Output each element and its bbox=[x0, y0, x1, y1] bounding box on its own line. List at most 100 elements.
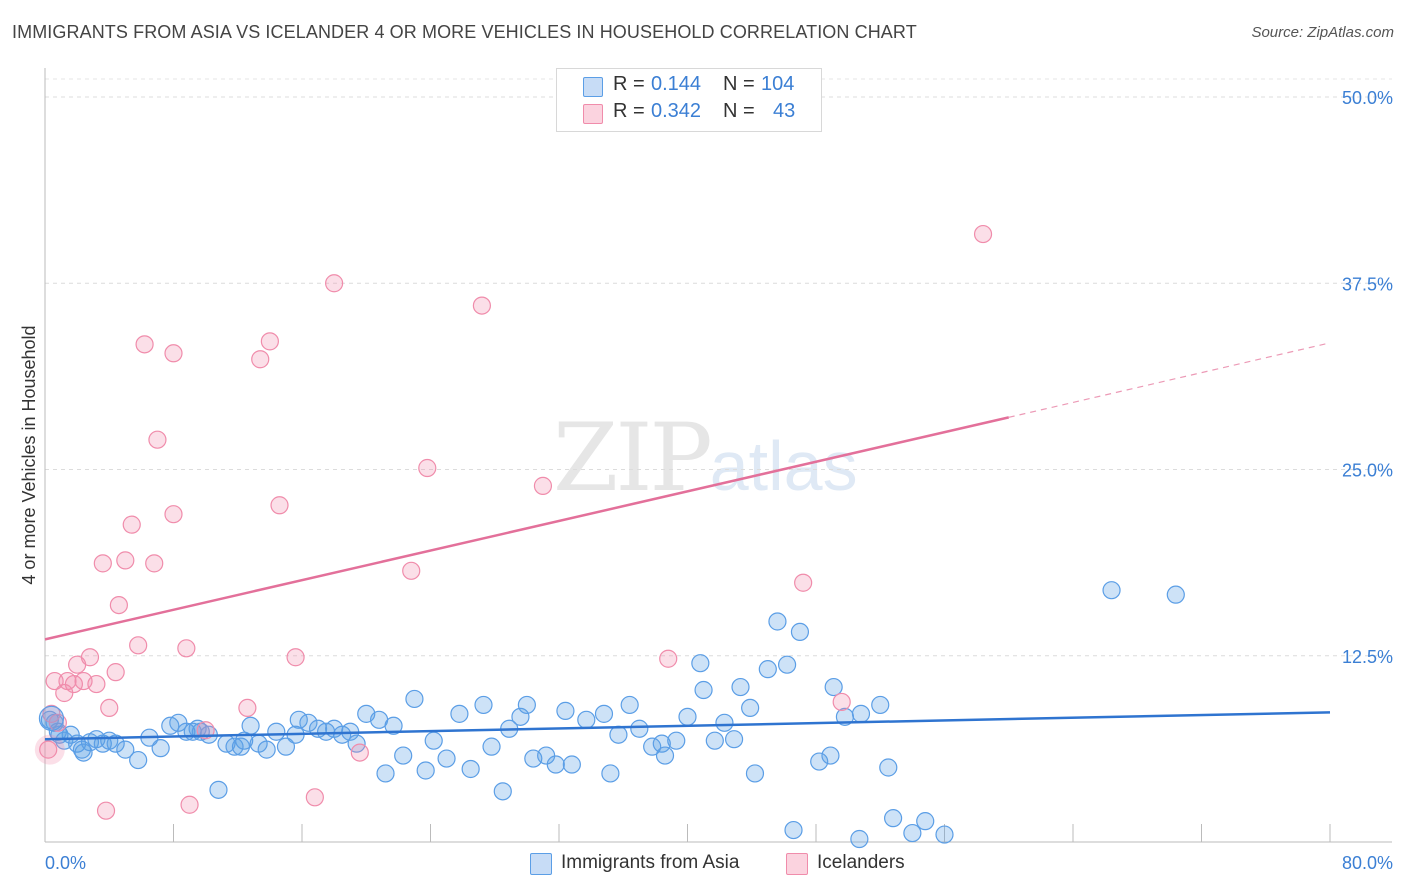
trend-line-icelanders bbox=[44, 416, 1010, 641]
point-icelanders bbox=[148, 430, 167, 449]
point-immigrants-from-asia bbox=[851, 704, 871, 723]
point-immigrants-from-asia bbox=[745, 764, 765, 783]
point-icelanders bbox=[164, 344, 183, 363]
watermark: ZIPatlas bbox=[553, 404, 858, 513]
point-icelanders bbox=[93, 554, 112, 573]
point-icelanders bbox=[135, 335, 154, 354]
legend-n-label: N = bbox=[723, 100, 755, 122]
x-tick-label-max: 80.0% bbox=[1342, 853, 1393, 873]
point-immigrants-from-asia bbox=[594, 704, 614, 723]
point-immigrants-from-asia bbox=[731, 677, 750, 697]
legend-n-value-icelanders: 43 bbox=[773, 100, 796, 122]
point-immigrants-from-asia bbox=[450, 704, 469, 723]
point-icelanders bbox=[286, 648, 305, 667]
point-immigrants-from-asia bbox=[724, 730, 744, 749]
point-icelanders bbox=[39, 740, 58, 759]
point-immigrants-from-asia bbox=[562, 755, 581, 774]
point-immigrants-from-asia bbox=[850, 829, 869, 849]
point-icelanders bbox=[402, 561, 421, 580]
point-icelanders bbox=[42, 704, 61, 723]
point-immigrants-from-asia bbox=[209, 780, 228, 799]
point-immigrants-from-asia bbox=[437, 749, 456, 768]
point-immigrants-from-asia bbox=[376, 764, 395, 783]
point-immigrants-from-asia bbox=[241, 716, 260, 735]
point-immigrants-from-asia bbox=[655, 746, 675, 765]
point-immigrants-from-asia bbox=[129, 750, 148, 770]
point-icelanders bbox=[251, 350, 270, 369]
point-icelanders bbox=[260, 332, 279, 351]
point-icelanders bbox=[45, 671, 64, 691]
legend-r-label: R = bbox=[613, 73, 645, 95]
point-immigrants-from-asia bbox=[691, 654, 710, 673]
point-immigrants-from-asia bbox=[546, 755, 565, 774]
x-tick-label-min: 0.0% bbox=[45, 853, 86, 873]
point-immigrants-from-asia bbox=[715, 713, 734, 732]
point-immigrants-from-asia bbox=[1166, 585, 1185, 604]
point-immigrants-from-asia bbox=[517, 695, 536, 715]
point-icelanders bbox=[659, 649, 678, 668]
point-icelanders bbox=[418, 458, 437, 478]
point-icelanders bbox=[129, 636, 148, 655]
point-immigrants-from-asia bbox=[741, 698, 760, 718]
y-axis-title: 4 or more Vehicles in Household bbox=[19, 325, 39, 584]
point-icelanders bbox=[305, 788, 324, 807]
point-immigrants-from-asia bbox=[74, 743, 93, 762]
point-immigrants-from-asia bbox=[106, 734, 125, 753]
point-immigrants-from-asia bbox=[810, 752, 829, 771]
trend-lines bbox=[44, 342, 1331, 741]
point-icelanders bbox=[533, 476, 553, 495]
point-immigrants-from-asia bbox=[678, 707, 697, 726]
point-immigrants-from-asia bbox=[620, 695, 639, 715]
point-icelanders bbox=[100, 698, 119, 718]
point-immigrants-from-asia bbox=[299, 713, 318, 732]
point-icelanders bbox=[122, 515, 141, 534]
point-icelanders bbox=[87, 674, 106, 694]
legend-n-value-asia: 104 bbox=[761, 73, 795, 95]
point-immigrants-from-asia bbox=[694, 680, 713, 700]
trend-line-icelanders-extension bbox=[1008, 342, 1331, 418]
point-icelanders bbox=[116, 551, 135, 570]
point-icelanders bbox=[180, 795, 199, 814]
point-immigrants-from-asia bbox=[151, 739, 170, 758]
point-immigrants-from-asia bbox=[267, 722, 286, 741]
point-immigrants-from-asia bbox=[405, 689, 424, 709]
watermark-atlas: atlas bbox=[709, 427, 858, 505]
point-immigrants-from-asia bbox=[916, 812, 935, 831]
point-immigrants-from-asia bbox=[883, 809, 903, 828]
point-icelanders bbox=[48, 713, 67, 732]
y-tick-label: 25.0% bbox=[1342, 461, 1393, 481]
point-icelanders bbox=[145, 554, 164, 573]
point-icelanders bbox=[106, 663, 125, 682]
point-icelanders bbox=[350, 743, 369, 762]
point-immigrants-from-asia bbox=[416, 761, 435, 780]
point-icelanders bbox=[973, 224, 993, 244]
bottom-legend-swatch-icelanders bbox=[786, 853, 808, 875]
correlation-legend: R = 0.144 N = 104 R = 0.342 N = 43 bbox=[556, 68, 822, 132]
point-immigrants-from-asia bbox=[461, 759, 480, 779]
point-immigrants-from-asia bbox=[879, 758, 898, 777]
point-immigrants-from-asia bbox=[609, 725, 628, 744]
point-immigrants-from-asia bbox=[630, 719, 649, 738]
point-immigrants-from-asia bbox=[705, 731, 724, 750]
point-immigrants-from-asia bbox=[225, 737, 244, 756]
legend-r-label: R = bbox=[613, 100, 645, 122]
point-immigrants-from-asia bbox=[493, 782, 512, 801]
watermark-zip: ZIP bbox=[553, 404, 713, 513]
point-immigrants-from-asia bbox=[384, 716, 403, 735]
point-immigrants-from-asia bbox=[482, 737, 501, 756]
point-icelanders-cluster bbox=[34, 734, 65, 765]
y-tick-label: 12.5% bbox=[1342, 647, 1393, 667]
legend-n-label: N = bbox=[723, 73, 755, 95]
point-immigrants-from-asia bbox=[601, 764, 620, 783]
point-immigrants-from-asia bbox=[1102, 581, 1121, 600]
bottom-legend-swatch-asia bbox=[530, 853, 552, 875]
point-immigrants-from-asia bbox=[652, 734, 671, 753]
point-immigrants-from-asia bbox=[758, 660, 777, 679]
point-immigrants-from-asia bbox=[821, 746, 840, 765]
data-points bbox=[34, 224, 1185, 849]
point-icelanders bbox=[325, 274, 344, 293]
point-immigrants-from-asia bbox=[768, 612, 787, 631]
point-immigrants-from-asia bbox=[276, 737, 296, 756]
legend-r-value-asia: 0.144 bbox=[651, 73, 702, 95]
